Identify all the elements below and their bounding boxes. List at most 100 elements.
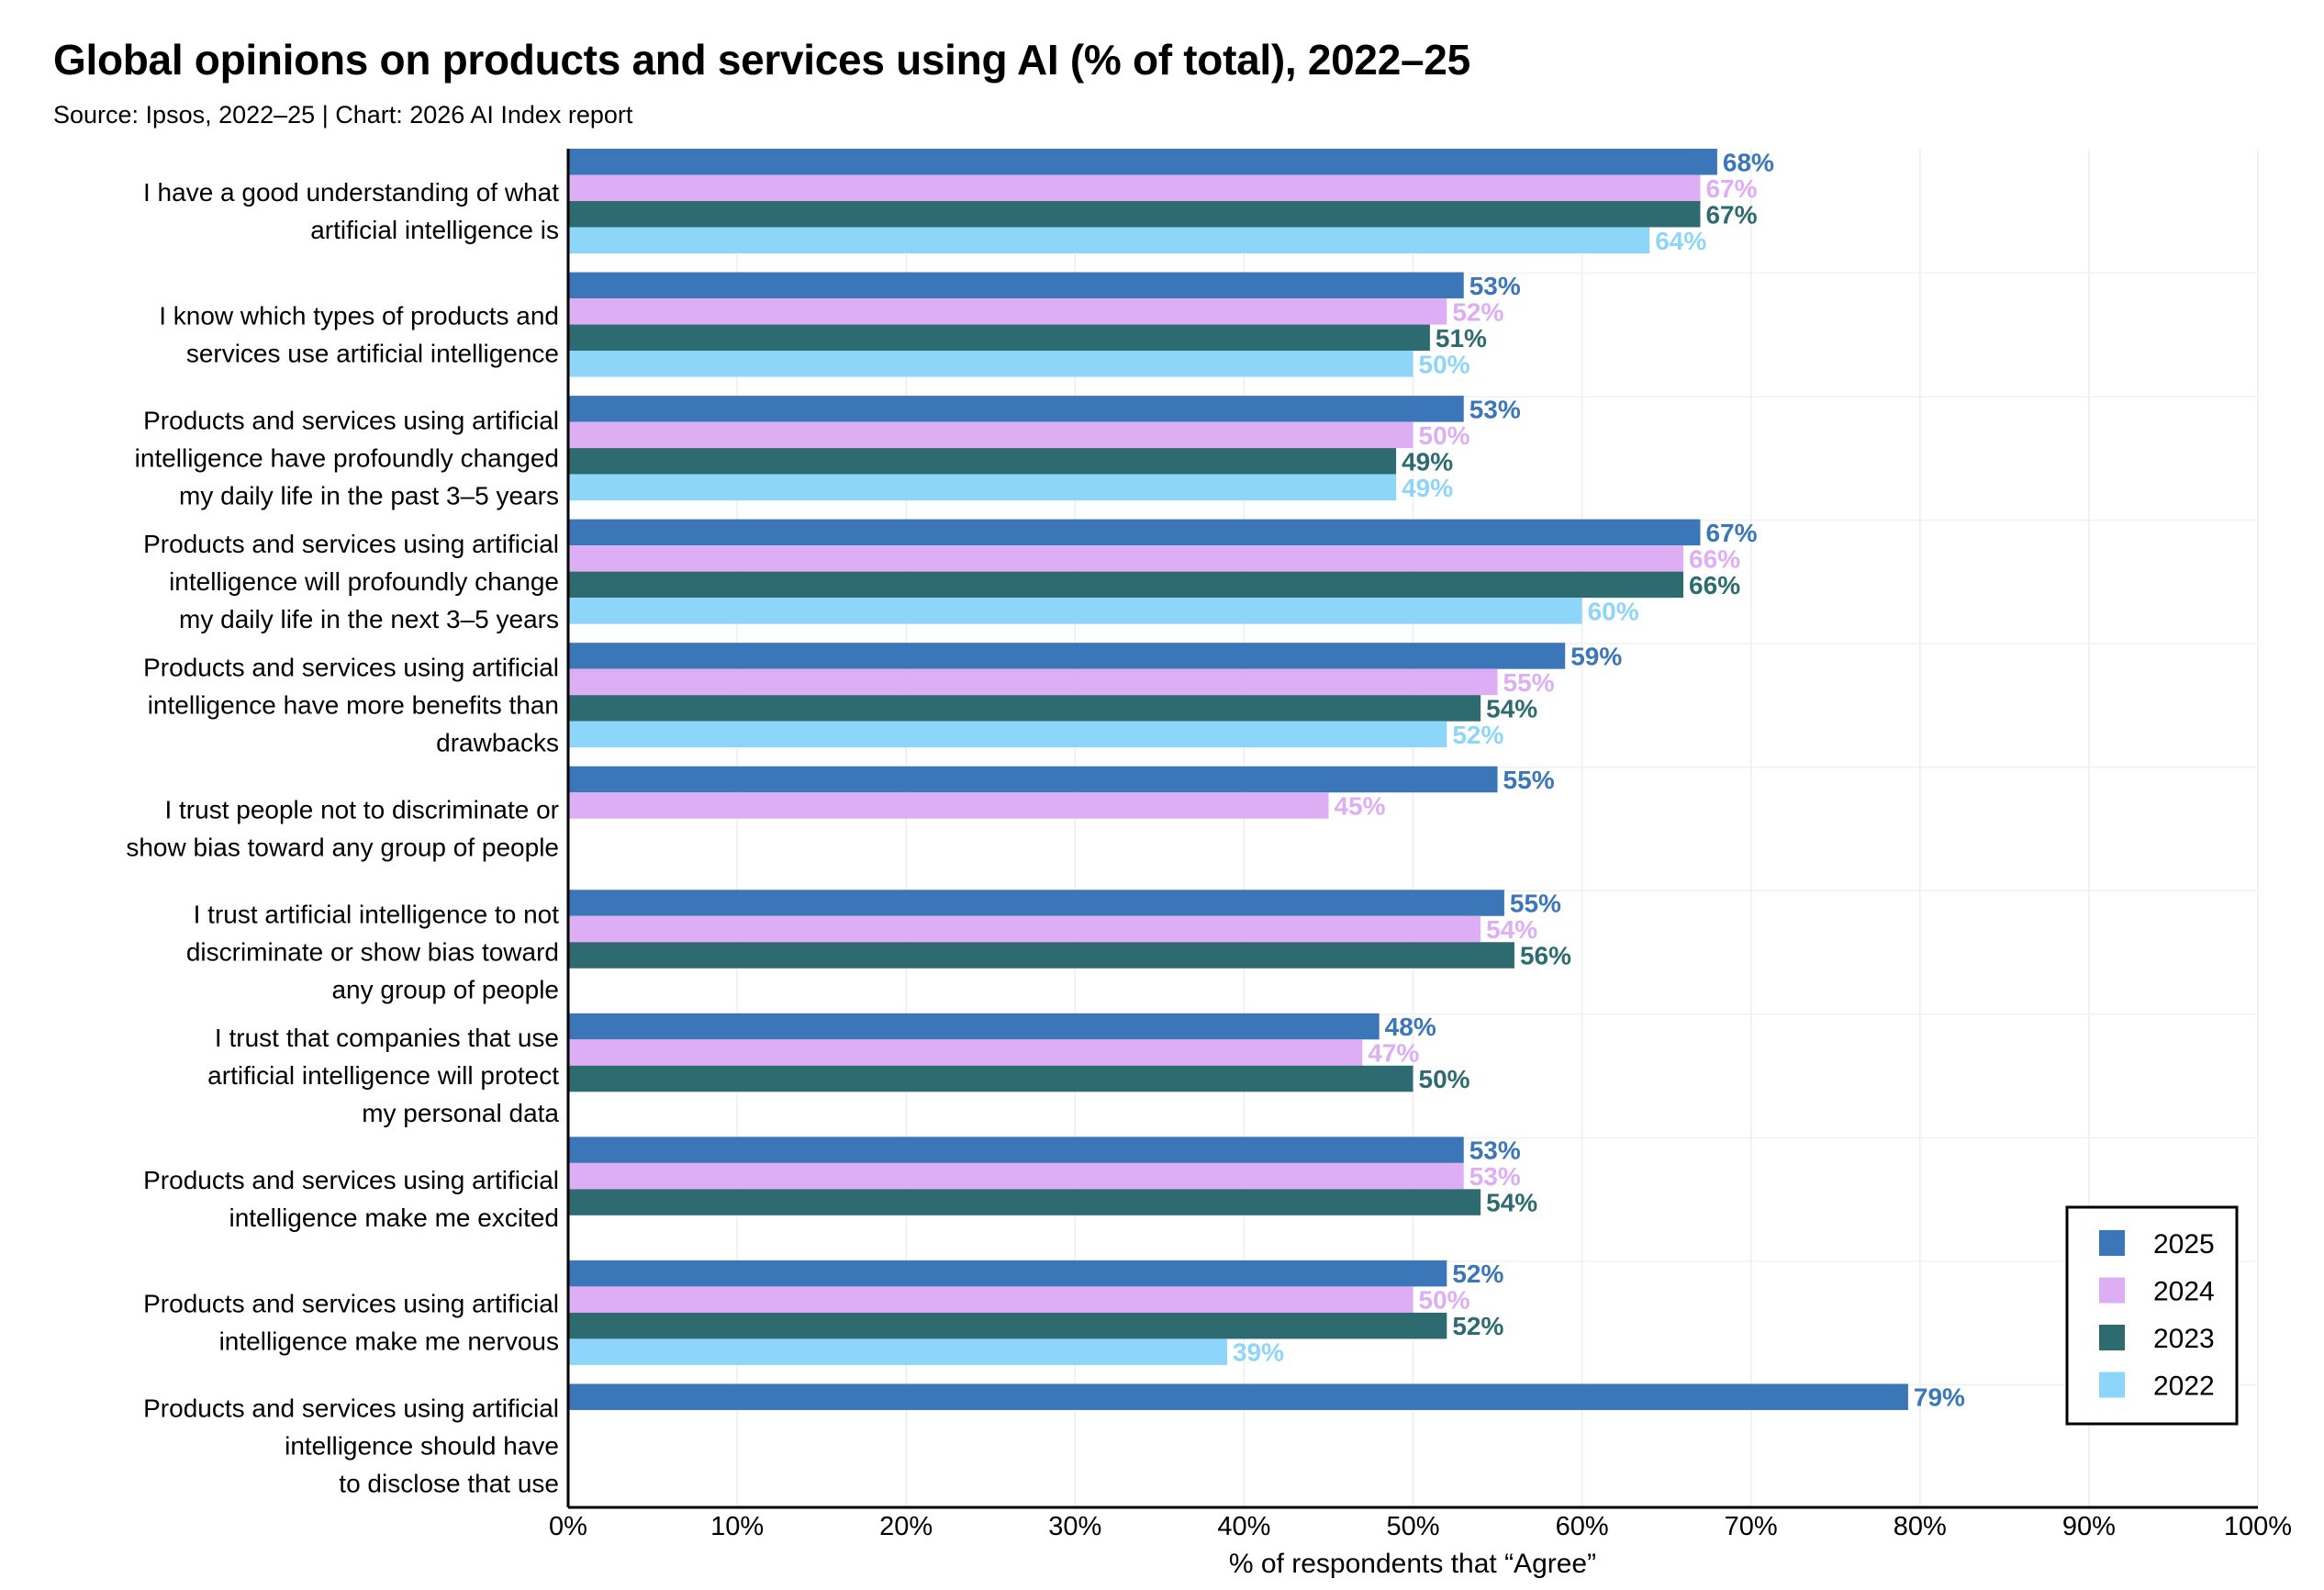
legend-swatch-2025 bbox=[2099, 1230, 2125, 1256]
bar-2022 bbox=[568, 227, 1650, 253]
value-label-2025: 59% bbox=[1570, 642, 1622, 670]
bar-2023 bbox=[568, 448, 1397, 475]
value-label-2024: 50% bbox=[1419, 421, 1470, 450]
value-label-2025: 79% bbox=[1914, 1383, 1965, 1412]
value-label-2024: 50% bbox=[1419, 1286, 1470, 1315]
bar-2025 bbox=[568, 766, 1498, 793]
value-label-2025: 53% bbox=[1469, 272, 1521, 300]
legend-label-2022: 2022 bbox=[2153, 1372, 2215, 1402]
x-tick-label: 40% bbox=[1217, 1512, 1270, 1541]
x-tick-label: 60% bbox=[1556, 1512, 1609, 1541]
legend-box bbox=[2065, 1205, 2239, 1426]
value-label-2024: 67% bbox=[1705, 174, 1757, 203]
category-label: I trust artificial intelligence to not bbox=[194, 901, 560, 929]
value-label-2025: 55% bbox=[1503, 766, 1555, 794]
category-label: Products and services using artificial bbox=[143, 1290, 559, 1318]
chart-title: Global opinions on products and services… bbox=[53, 36, 1470, 84]
category-label: I trust people not to discriminate or bbox=[164, 796, 559, 824]
value-label-2023: 54% bbox=[1486, 1189, 1537, 1217]
value-label-2024: 45% bbox=[1334, 791, 1385, 820]
bar-2025 bbox=[568, 1383, 1908, 1410]
bar-2025 bbox=[568, 272, 1464, 299]
bar-2023 bbox=[568, 695, 1481, 722]
value-label-2024: 52% bbox=[1452, 297, 1503, 326]
bars bbox=[568, 149, 1908, 1410]
value-label-2023: 67% bbox=[1705, 200, 1757, 229]
bar-2024 bbox=[568, 792, 1329, 819]
value-label-2024: 53% bbox=[1469, 1162, 1521, 1191]
category-label: Products and services using artificial bbox=[143, 1166, 559, 1194]
x-tick-label: 0% bbox=[549, 1512, 587, 1541]
value-label-2024: 66% bbox=[1689, 544, 1740, 573]
value-label-2023: 66% bbox=[1689, 571, 1740, 599]
category-label: intelligence should have bbox=[285, 1432, 559, 1461]
value-label-2025: 53% bbox=[1469, 1137, 1521, 1165]
value-label-2022: 50% bbox=[1419, 350, 1470, 378]
bar-2022 bbox=[568, 1338, 1227, 1365]
x-tick-label: 10% bbox=[710, 1512, 764, 1541]
x-tick-label: 80% bbox=[1894, 1512, 1947, 1541]
legend-label-2024: 2024 bbox=[2153, 1277, 2215, 1307]
bar-2025 bbox=[568, 396, 1464, 422]
category-label: my daily life in the next 3–5 years bbox=[179, 605, 559, 633]
legend-swatch-2024 bbox=[2099, 1277, 2125, 1304]
bar-2022 bbox=[568, 721, 1447, 748]
bar-2024 bbox=[568, 1162, 1464, 1190]
x-tick-labels: 0% 10% 20% 30% 40% 50% 60% 70% 80% 90% 100% bbox=[549, 1512, 2292, 1541]
value-label-2023: 54% bbox=[1486, 694, 1537, 722]
value-label-2024: 54% bbox=[1486, 915, 1537, 944]
category-label: intelligence have more benefits than bbox=[148, 690, 559, 719]
value-label-2022: 60% bbox=[1588, 597, 1639, 625]
x-tick-label: 50% bbox=[1386, 1512, 1439, 1541]
legend-swatch-2022 bbox=[2099, 1372, 2125, 1398]
value-label-2025: 48% bbox=[1385, 1013, 1436, 1041]
bar-2024 bbox=[568, 298, 1447, 325]
value-label-2025: 68% bbox=[1723, 148, 1774, 176]
axes bbox=[566, 149, 2258, 1509]
x-axis-label: % of respondents that “Agree” bbox=[1229, 1549, 1596, 1579]
category-label: I know which types of products and bbox=[159, 301, 559, 330]
category-label: show bias toward any group of people bbox=[126, 834, 559, 862]
value-label-2022: 39% bbox=[1233, 1338, 1284, 1367]
bar-2025 bbox=[568, 1260, 1447, 1287]
legend-label-2023: 2023 bbox=[2153, 1324, 2215, 1354]
category-label: my personal data bbox=[362, 1099, 559, 1127]
category-label: discriminate or show bias toward bbox=[186, 938, 559, 967]
value-label-2023: 56% bbox=[1520, 942, 1571, 970]
value-label-2024: 47% bbox=[1368, 1039, 1419, 1068]
bar-2023 bbox=[568, 571, 1684, 599]
category-label: my daily life in the past 3–5 years bbox=[179, 481, 559, 509]
category-labels: I have a good understanding of what artif… bbox=[126, 178, 559, 1498]
category-label: to disclose that use bbox=[339, 1470, 559, 1498]
category-label: I have a good understanding of what bbox=[143, 178, 559, 207]
legend-label-2025: 2025 bbox=[2153, 1229, 2215, 1260]
value-label-2023: 49% bbox=[1402, 447, 1453, 476]
value-label-2022: 49% bbox=[1402, 474, 1453, 502]
bar-2023 bbox=[568, 1189, 1481, 1215]
bar-2023 bbox=[568, 324, 1430, 352]
bar-2025 bbox=[568, 643, 1566, 669]
value-labels: 68%67%67%64%53%52%51%50%53%50%49%49%67%6… bbox=[1233, 148, 1965, 1411]
category-label: intelligence make me nervous bbox=[219, 1327, 559, 1356]
value-label-2025: 55% bbox=[1510, 890, 1561, 918]
x-tick-label: 70% bbox=[1725, 1512, 1778, 1541]
category-label: Products and services using artificial bbox=[143, 530, 559, 558]
x-tick-label: 100% bbox=[2224, 1512, 2292, 1541]
bar-2023 bbox=[568, 201, 1701, 228]
value-label-2025: 53% bbox=[1469, 395, 1521, 423]
category-label: intelligence will profoundly change bbox=[169, 567, 559, 596]
category-label: intelligence have profoundly changed bbox=[135, 443, 559, 472]
bar-2025 bbox=[568, 519, 1701, 546]
value-label-2024: 55% bbox=[1503, 668, 1555, 697]
bar-2024 bbox=[568, 421, 1413, 449]
category-label: Products and services using artificial bbox=[143, 653, 559, 681]
chart-subtitle: Source: Ipsos, 2022–25 | Chart: 2026 AI … bbox=[53, 101, 633, 129]
bar-2024 bbox=[568, 915, 1481, 943]
value-label-2023: 50% bbox=[1419, 1065, 1470, 1093]
legend: 2025 2024 2023 2022 bbox=[2065, 1205, 2239, 1426]
bar-2023 bbox=[568, 942, 1514, 969]
category-label: Products and services using artificial bbox=[143, 406, 559, 434]
bar-2023 bbox=[568, 1065, 1413, 1092]
value-label-2023: 51% bbox=[1436, 324, 1487, 353]
